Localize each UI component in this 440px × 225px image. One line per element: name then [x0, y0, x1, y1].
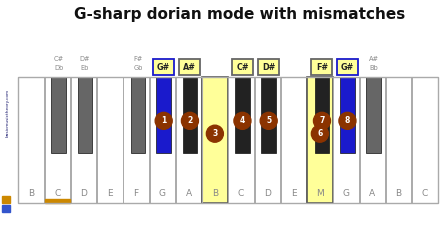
Bar	[281, 77, 306, 203]
Text: B: B	[396, 189, 402, 198]
Text: 2: 2	[187, 116, 193, 125]
Text: A: A	[369, 189, 375, 198]
Text: Db: Db	[54, 65, 63, 71]
Text: Eb: Eb	[81, 65, 89, 71]
Text: D: D	[264, 189, 271, 198]
Text: 3: 3	[212, 129, 217, 138]
Circle shape	[234, 112, 251, 129]
Bar	[78, 77, 92, 153]
Bar	[0, 0, 17, 225]
Bar	[131, 77, 146, 153]
Text: G-sharp dorian mode with mismatches: G-sharp dorian mode with mismatches	[74, 7, 406, 22]
Circle shape	[313, 112, 330, 129]
Bar	[255, 77, 280, 203]
Bar	[123, 77, 149, 203]
Text: G: G	[159, 189, 166, 198]
Text: G#: G#	[157, 63, 170, 72]
Bar	[180, 59, 201, 75]
Bar	[334, 77, 359, 203]
Text: D: D	[80, 189, 87, 198]
Text: A#: A#	[183, 63, 196, 72]
Bar	[51, 77, 66, 153]
Text: F#: F#	[316, 63, 328, 72]
Text: C: C	[422, 189, 428, 198]
Bar	[153, 59, 174, 75]
Text: C#: C#	[236, 63, 249, 72]
Bar	[412, 77, 438, 203]
Bar	[307, 77, 333, 203]
Bar	[386, 77, 411, 203]
Bar	[176, 77, 202, 203]
Bar	[18, 77, 438, 203]
Text: D#: D#	[262, 63, 275, 72]
Bar	[261, 77, 276, 153]
Circle shape	[181, 112, 198, 129]
Text: A: A	[186, 189, 192, 198]
Bar	[2, 205, 10, 212]
Bar	[312, 59, 333, 75]
Text: basicmusictheory.com: basicmusictheory.com	[6, 89, 10, 137]
Text: 5: 5	[266, 116, 271, 125]
Text: E: E	[107, 189, 113, 198]
Bar	[44, 77, 70, 203]
Bar	[45, 199, 70, 203]
Circle shape	[312, 125, 328, 142]
Text: 4: 4	[240, 116, 245, 125]
Text: M: M	[316, 189, 324, 198]
Bar	[367, 77, 381, 153]
Text: A#: A#	[369, 56, 379, 62]
Text: G: G	[343, 189, 350, 198]
Text: C: C	[238, 189, 244, 198]
Circle shape	[339, 112, 356, 129]
Text: 1: 1	[161, 116, 166, 125]
Text: C#: C#	[54, 56, 64, 62]
Text: Gb: Gb	[133, 65, 143, 71]
Bar	[340, 77, 355, 153]
Bar	[183, 77, 197, 153]
Circle shape	[155, 112, 172, 129]
Text: F#: F#	[134, 56, 143, 62]
Text: 8: 8	[345, 116, 350, 125]
Bar	[157, 77, 171, 153]
Text: 6: 6	[317, 129, 323, 138]
Text: E: E	[291, 189, 297, 198]
Bar	[337, 59, 358, 75]
Bar	[228, 77, 254, 203]
Bar	[258, 59, 279, 75]
Text: 7: 7	[319, 116, 325, 125]
Bar	[71, 77, 96, 203]
Text: F: F	[134, 189, 139, 198]
Text: C: C	[54, 189, 60, 198]
Circle shape	[206, 125, 224, 142]
Bar	[2, 196, 10, 203]
Bar	[97, 77, 123, 203]
Bar	[235, 77, 249, 153]
Bar	[359, 77, 385, 203]
Bar	[232, 59, 253, 75]
Bar	[150, 77, 175, 203]
Text: B: B	[28, 189, 34, 198]
Text: Bb: Bb	[369, 65, 378, 71]
Text: D#: D#	[80, 56, 90, 62]
Text: B: B	[212, 189, 218, 198]
Circle shape	[260, 112, 277, 129]
Bar	[315, 77, 329, 153]
Bar	[18, 77, 44, 203]
Bar	[202, 77, 227, 203]
Text: G#: G#	[341, 63, 354, 72]
